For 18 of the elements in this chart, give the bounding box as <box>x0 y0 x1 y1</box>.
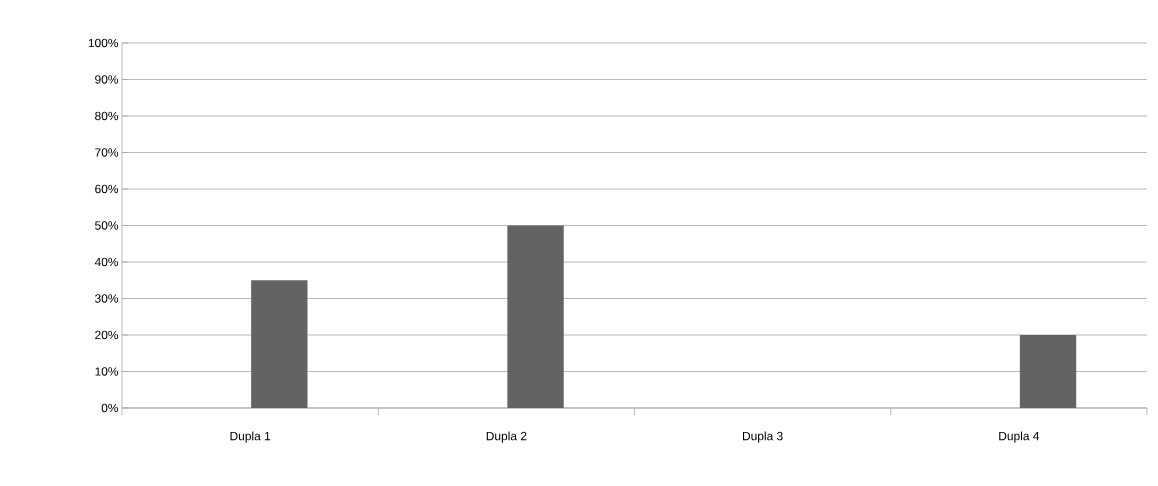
y-tick-label: 0% <box>101 403 119 413</box>
y-tick-label: 70% <box>95 148 119 157</box>
y-tick-label: 90% <box>95 75 119 84</box>
y-tick-label: 30% <box>95 294 119 303</box>
x-tick-label: Dupla 3 <box>743 431 783 443</box>
y-tick-label: 20% <box>95 330 119 340</box>
x-tick-label: Dupla 1 <box>230 431 271 443</box>
y-tick-label: 80% <box>95 111 119 121</box>
y-tick-label: 50% <box>95 221 119 230</box>
x-tick-label: Dupla 2 <box>486 431 527 443</box>
y-tick-label: 60% <box>95 184 119 194</box>
bar <box>251 280 308 408</box>
bar <box>507 225 564 408</box>
y-tick-label: 40% <box>94 257 119 267</box>
y-tick-label: 10% <box>95 367 119 376</box>
bar <box>1019 334 1077 408</box>
y-tick-label: 100% <box>88 38 119 48</box>
x-tick-label: Dupla 4 <box>999 431 1040 443</box>
